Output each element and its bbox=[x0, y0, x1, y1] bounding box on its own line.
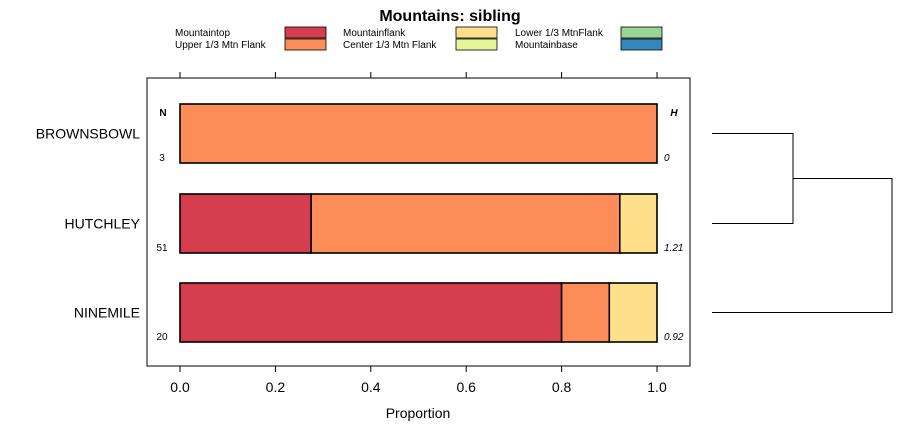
legend-label-mountaintop: Mountaintop bbox=[175, 28, 230, 39]
bar-segment-ninemile-mountaintop bbox=[179, 282, 563, 343]
row-label-hutchley: HUTCHLEY bbox=[65, 216, 141, 232]
n-value-brownsbowl: 3 bbox=[159, 153, 165, 164]
n-header: N bbox=[159, 108, 166, 119]
legend-swatch-center-1-3-mtn-flank bbox=[455, 38, 498, 51]
h-value-hutchley: 1.21 bbox=[664, 243, 683, 254]
h-value-ninemile: 0.92 bbox=[664, 332, 684, 343]
legend-swatch-upper-1-3-mtn-flank bbox=[284, 38, 327, 51]
n-value-ninemile: 20 bbox=[156, 332, 168, 343]
legend-swatch-lower-1-3-mtnflank bbox=[620, 26, 663, 39]
chart-title: Mountains: sibling bbox=[379, 8, 520, 25]
legend-label-mountainbase: Mountainbase bbox=[515, 40, 578, 51]
row-label-brownsbowl: BROWNSBOWL bbox=[36, 126, 140, 142]
bars bbox=[179, 103, 658, 343]
x-tick-label: 0.6 bbox=[456, 379, 476, 395]
x-tick-label: 1.0 bbox=[647, 379, 667, 395]
legend-swatch-mountaintop bbox=[284, 26, 327, 39]
legend-label-upper-1-3-mtn-flank: Upper 1/3 Mtn Flank bbox=[175, 40, 267, 51]
legend-label-center-1-3-mtn-flank: Center 1/3 Mtn Flank bbox=[343, 40, 437, 51]
row-label-ninemile: NINEMILE bbox=[74, 305, 140, 321]
x-tick-label: 0.0 bbox=[170, 379, 190, 395]
dendrogram bbox=[712, 133, 893, 313]
bar-segment-hutchley-mountaintop bbox=[179, 193, 312, 254]
bar-segment-hutchley-upper-1-3-mtn-flank bbox=[310, 193, 621, 254]
x-tick-label: 0.8 bbox=[552, 379, 572, 395]
dendrogram-branch bbox=[712, 133, 794, 224]
bar-segment-hutchley-mountainflank bbox=[618, 193, 658, 254]
legend-label-mountainflank: Mountainflank bbox=[343, 28, 406, 39]
h-value-brownsbowl: 0 bbox=[664, 153, 670, 164]
bar-segment-ninemile-mountainflank bbox=[608, 282, 658, 343]
bar-segment-ninemile-upper-1-3-mtn-flank bbox=[560, 282, 611, 343]
x-tick-label: 0.4 bbox=[361, 379, 381, 395]
plot-frame bbox=[146, 77, 691, 367]
row-labels: BROWNSBOWL 3 0 HUTCHLEY 51 1.21 NINEMILE 20 0.92 bbox=[36, 126, 684, 344]
bar-segment-brownsbowl-upper-1-3-mtn-flank bbox=[179, 103, 658, 164]
dendrogram-branch bbox=[712, 178, 893, 313]
n-value-hutchley: 51 bbox=[156, 243, 168, 254]
x-axis: 0.0 0.2 0.4 0.6 0.8 1.0 bbox=[170, 72, 667, 395]
legend-swatch-mountainflank bbox=[455, 26, 498, 39]
legend-label-lower-1-3-mtnflank: Lower 1/3 MtnFlank bbox=[515, 28, 604, 39]
x-axis-label: Proportion bbox=[386, 405, 451, 421]
legend-swatch-mountainbase bbox=[620, 38, 663, 51]
h-header: H bbox=[670, 108, 678, 119]
x-tick-label: 0.2 bbox=[266, 379, 286, 395]
